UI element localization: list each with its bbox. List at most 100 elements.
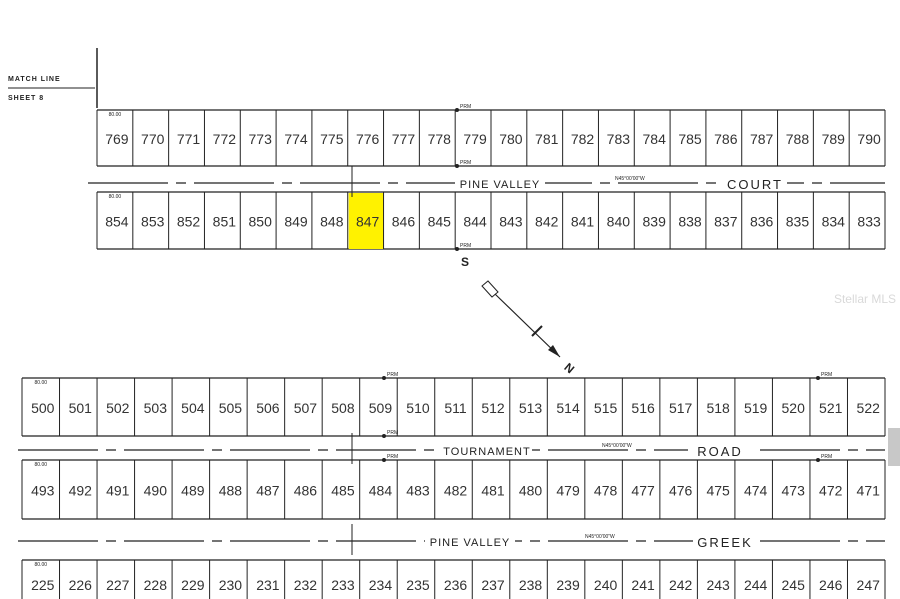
lot-number: 774 bbox=[284, 131, 308, 147]
lot-number: 521 bbox=[819, 400, 843, 416]
dimension-label: 80.00 bbox=[109, 112, 122, 118]
lot-number: 841 bbox=[571, 214, 595, 230]
prm-label: PRM bbox=[387, 454, 398, 460]
lot-number: 229 bbox=[181, 577, 205, 593]
lot-number: 834 bbox=[822, 214, 846, 230]
lot-number: 487 bbox=[256, 483, 280, 499]
street-label-bg bbox=[425, 534, 515, 548]
lot-number: 490 bbox=[144, 483, 168, 499]
lot-number: 233 bbox=[331, 577, 355, 593]
lot-number: 789 bbox=[822, 131, 846, 147]
lot-number: 505 bbox=[219, 400, 243, 416]
prm-label: PRM bbox=[387, 372, 398, 378]
lot-number: 783 bbox=[607, 131, 631, 147]
lot-number: 227 bbox=[106, 577, 130, 593]
street-label-bg bbox=[442, 443, 532, 457]
prm-marker bbox=[382, 434, 386, 438]
lot-number: 246 bbox=[819, 577, 843, 593]
lot-number: 228 bbox=[144, 577, 168, 593]
lot-number: 849 bbox=[284, 214, 308, 230]
lot-number: 510 bbox=[406, 400, 430, 416]
lot-number: 475 bbox=[706, 483, 730, 499]
lot-number: 491 bbox=[106, 483, 130, 499]
lot-number: 244 bbox=[744, 577, 768, 593]
street-label-bg bbox=[455, 176, 545, 190]
lot-number: 240 bbox=[594, 577, 618, 593]
prm-marker bbox=[382, 458, 386, 462]
lot-number: 508 bbox=[331, 400, 355, 416]
lot-number: 780 bbox=[499, 131, 523, 147]
lot-number: 770 bbox=[141, 131, 165, 147]
lot-number: 777 bbox=[392, 131, 416, 147]
lot-number: 839 bbox=[643, 214, 667, 230]
lot-number: 477 bbox=[631, 483, 655, 499]
lot-number: 235 bbox=[406, 577, 430, 593]
lot-number: 838 bbox=[678, 214, 702, 230]
lot-number: 480 bbox=[519, 483, 543, 499]
lot-number: 238 bbox=[519, 577, 543, 593]
lot-number: 479 bbox=[556, 483, 580, 499]
lot-number: 483 bbox=[406, 483, 430, 499]
dimension-label: 80.00 bbox=[109, 194, 122, 200]
street-bearing: N45°00'00"W bbox=[615, 176, 645, 182]
lot-number: 854 bbox=[105, 214, 129, 230]
scrollbar[interactable] bbox=[888, 428, 900, 466]
lot-number: 232 bbox=[294, 577, 318, 593]
prm-marker bbox=[816, 458, 820, 462]
lot-number: 840 bbox=[607, 214, 631, 230]
lot-number: 230 bbox=[219, 577, 243, 593]
lot-number: 504 bbox=[181, 400, 205, 416]
dimension-label: 80.00 bbox=[35, 462, 48, 468]
prm-marker bbox=[382, 376, 386, 380]
lot-number: 782 bbox=[571, 131, 595, 147]
lot-number: 484 bbox=[369, 483, 393, 499]
lot-number: 509 bbox=[369, 400, 393, 416]
lot-number: 781 bbox=[535, 131, 559, 147]
lot-number: 512 bbox=[481, 400, 505, 416]
prm-label: PRM bbox=[821, 372, 832, 378]
lot-number: 520 bbox=[782, 400, 806, 416]
compass-needle bbox=[494, 293, 561, 358]
prm-marker bbox=[455, 108, 459, 112]
lot-number: 842 bbox=[535, 214, 559, 230]
lot-number: 485 bbox=[331, 483, 355, 499]
lot-number: 773 bbox=[249, 131, 273, 147]
street-name: PINE VALLEY bbox=[460, 179, 541, 191]
lot-number: 511 bbox=[444, 400, 467, 416]
street-bearing: N45°00'00"W bbox=[602, 443, 632, 449]
lot-number: 853 bbox=[141, 214, 165, 230]
lot-number: 474 bbox=[744, 483, 768, 499]
compass-crossbar bbox=[531, 325, 543, 337]
lot-number: 784 bbox=[643, 131, 667, 147]
lot-number: 790 bbox=[857, 131, 881, 147]
lot-number: 837 bbox=[714, 214, 738, 230]
street-suffix: COURT bbox=[727, 177, 783, 192]
lot-number: 788 bbox=[786, 131, 810, 147]
lot-number: 472 bbox=[819, 483, 843, 499]
lot-number: 836 bbox=[750, 214, 774, 230]
lot-number: 851 bbox=[213, 214, 237, 230]
lot-number: 237 bbox=[481, 577, 505, 593]
lot-number: 786 bbox=[714, 131, 738, 147]
lot-number: 785 bbox=[678, 131, 702, 147]
lot-number: 239 bbox=[556, 577, 580, 593]
lot-number: 847 bbox=[356, 214, 380, 230]
lot-number: 242 bbox=[669, 577, 693, 593]
prm-label: PRM bbox=[460, 160, 471, 166]
lot-number: 471 bbox=[857, 483, 881, 499]
lot-number: 845 bbox=[428, 214, 452, 230]
lot-number: 476 bbox=[669, 483, 693, 499]
lot-number: 844 bbox=[463, 214, 487, 230]
lot-number: 846 bbox=[392, 214, 416, 230]
lot-number: 522 bbox=[857, 400, 881, 416]
street-name: PINE VALLEY bbox=[430, 537, 511, 549]
street-label-bg bbox=[693, 534, 757, 549]
lot-number: 848 bbox=[320, 214, 344, 230]
lot-number: 231 bbox=[256, 577, 280, 593]
street-suffix: GREEK bbox=[697, 535, 753, 550]
prm-marker bbox=[455, 247, 459, 251]
lot-number: 513 bbox=[519, 400, 543, 416]
lot-number: 514 bbox=[556, 400, 580, 416]
prm-label: PRM bbox=[821, 454, 832, 460]
